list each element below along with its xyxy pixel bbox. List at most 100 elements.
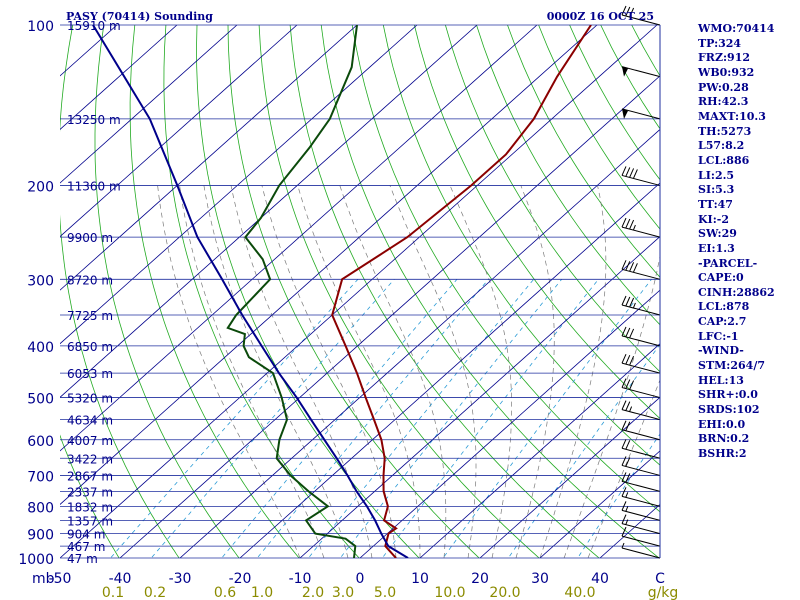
barb-full: [625, 6, 631, 17]
barb-full: [625, 421, 631, 431]
dry-adiabat: [445, 25, 660, 373]
dry-adiabat: [94, 25, 240, 558]
moist-adiabat: [539, 185, 607, 558]
dry-adiabat: [129, 25, 300, 558]
wind-barb: [621, 378, 661, 399]
barb-full: [629, 168, 635, 178]
temperature-tick-label: -20: [229, 571, 252, 587]
index-item: FRZ:912: [698, 51, 751, 65]
mixing-ratio-tick-label: 1.0: [251, 585, 273, 600]
temperature-tick-label: -40: [109, 571, 132, 587]
height-label: 6053 m: [67, 367, 113, 381]
indices-panel: WMO:70414 TP:324 FRZ:912 WB0:932 PW:0.28 RH:4…: [698, 22, 775, 462]
isobar-lines: [60, 24, 660, 559]
dry-adiabat: [60, 434, 120, 558]
pressure-tick-label: 300: [27, 273, 54, 289]
isotherm: [60, 25, 598, 505]
mixing-ratio-line: [109, 279, 359, 558]
dry-adiabat: [60, 25, 180, 558]
background-grid: [60, 25, 660, 558]
wind-barb: [621, 326, 661, 347]
height-label: 1357 m: [67, 514, 113, 528]
index-item: CAP:2.7: [698, 315, 747, 329]
barb-staff: [621, 464, 661, 476]
mixing-ratio-line: [381, 279, 599, 558]
barb-full: [621, 501, 627, 511]
index-item: WMO:70414: [698, 22, 775, 35]
wind-barb: [621, 420, 661, 441]
barb-full: [621, 472, 627, 482]
barb-full: [629, 219, 635, 230]
mixing-ratio-line: [577, 433, 660, 558]
barb-full: [621, 526, 627, 537]
wind-barb: [621, 487, 661, 507]
temperature-unit-label: C: [655, 571, 665, 587]
wind-barb: [621, 108, 661, 120]
barb-full: [621, 487, 627, 497]
barb-full: [629, 355, 635, 366]
barb-staff: [621, 226, 661, 238]
barb-half: [625, 519, 629, 525]
sounding-traces: [92, 25, 592, 558]
barb-full: [621, 353, 627, 364]
barb-full: [621, 166, 627, 176]
barb-full: [621, 260, 627, 270]
index-item: TT:47: [698, 197, 733, 211]
isotherm: [419, 343, 660, 558]
pressure-tick-label: 600: [27, 434, 54, 450]
temperature-tick-label: 20: [471, 571, 489, 587]
wind-barb: [621, 514, 661, 535]
wind-barb: [621, 439, 661, 459]
barb-staff: [621, 14, 661, 26]
barb-staff: [621, 429, 661, 441]
barb-full: [625, 218, 631, 229]
isotherm: [60, 25, 298, 238]
height-label: 4007 m: [67, 434, 113, 448]
barb-full: [621, 295, 627, 306]
dry-adiabat: [414, 25, 660, 420]
index-item: PW:0.28: [698, 80, 749, 94]
wind-barb: [621, 260, 661, 280]
barb-staff: [621, 480, 661, 492]
wind-barb: [621, 526, 661, 547]
wind-barb: [621, 217, 661, 238]
barb-staff: [621, 509, 661, 521]
mixing-ratio-line: [307, 279, 535, 558]
temperature-tick-label: 10: [411, 571, 429, 587]
mixing-ratio-tick-label: 20.0: [489, 585, 520, 600]
barb-full: [625, 354, 631, 365]
isotherm: [239, 182, 660, 558]
mixing-ratio-tick-label: 0.1: [102, 585, 124, 600]
index-item: CINH:28862: [698, 285, 775, 299]
index-item: BSHR:2: [698, 447, 747, 461]
wind-barb: [621, 400, 661, 421]
wind-barb: [621, 5, 661, 26]
index-item: LFC:-1: [698, 329, 739, 343]
pressure-tick-label: 900: [27, 528, 54, 544]
barb-full: [621, 456, 627, 466]
index-item: L57:8.2: [698, 139, 745, 153]
barb-full: [621, 514, 627, 524]
barb-full: [625, 296, 631, 307]
index-item: -PARCEL-: [698, 256, 758, 270]
pressure-tick-label: 400: [27, 340, 54, 356]
temperature-tick-label: -50: [49, 571, 72, 587]
wind-barb: [621, 456, 661, 476]
barb-staff: [621, 447, 661, 459]
barb-half: [632, 302, 636, 309]
index-item: MAXT:10.3: [698, 109, 766, 123]
mixing-ratio-unit-label: g/kg: [648, 585, 679, 600]
barb-full: [625, 167, 631, 177]
height-label: 47 m: [67, 552, 98, 566]
pressure-tick-label: 800: [27, 500, 54, 516]
pressure-tick-label: 500: [27, 392, 54, 408]
barb-full: [629, 7, 635, 18]
barb-full: [629, 380, 635, 390]
pressure-tick-label: 200: [27, 179, 54, 195]
height-label: 2337 m: [67, 485, 113, 499]
height-label: 11360 m: [67, 179, 121, 193]
barb-full: [629, 262, 635, 272]
barb-full: [625, 440, 631, 450]
wind-barb: [621, 295, 661, 316]
